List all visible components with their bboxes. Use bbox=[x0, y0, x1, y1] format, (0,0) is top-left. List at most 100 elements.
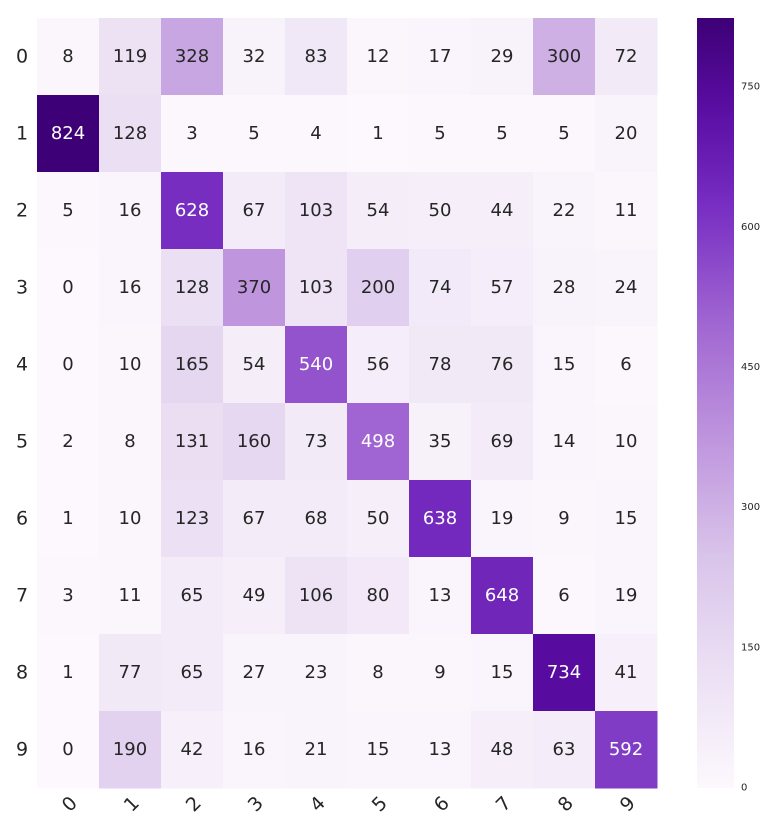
x-tick-label: 7 bbox=[492, 792, 516, 816]
cell-value-label: 0 bbox=[62, 354, 73, 375]
heatmap-cell bbox=[409, 326, 472, 404]
cell-value-label: 67 bbox=[243, 508, 266, 529]
cell-value-label: 131 bbox=[175, 431, 209, 452]
y-tick-label: 0 bbox=[16, 46, 28, 68]
heatmap-cell bbox=[533, 634, 596, 712]
heatmap-cell bbox=[533, 711, 596, 789]
cell-value-label: 16 bbox=[119, 200, 142, 221]
heatmap-cell bbox=[347, 711, 410, 789]
cell-value-label: 11 bbox=[615, 200, 638, 221]
heatmap-cell bbox=[533, 326, 596, 404]
cell-value-label: 498 bbox=[361, 431, 395, 452]
y-tick-labels: 0 1 2 3 4 5 6 7 8 9 bbox=[16, 46, 28, 761]
heatmap-cell bbox=[223, 634, 286, 712]
colorbar: 0 150 300 450 600 750 bbox=[697, 18, 760, 794]
cell-value-label: 200 bbox=[361, 277, 395, 298]
cell-value-label: 128 bbox=[113, 123, 147, 144]
cell-value-label: 3 bbox=[62, 585, 73, 606]
heatmap-cell bbox=[223, 172, 286, 250]
cell-value-label: 5 bbox=[434, 123, 445, 144]
cell-value-label: 80 bbox=[367, 585, 390, 606]
heatmap-cell bbox=[285, 18, 348, 96]
cell-value-label: 48 bbox=[491, 739, 514, 760]
cell-value-label: 123 bbox=[175, 508, 209, 529]
heatmap-cell bbox=[223, 249, 286, 327]
cell-value-label: 15 bbox=[615, 508, 638, 529]
heatmap-cell bbox=[533, 18, 596, 96]
heatmap-cell bbox=[533, 557, 596, 635]
heatmap-cell bbox=[409, 403, 472, 481]
cell-value-label: 68 bbox=[305, 508, 328, 529]
heatmap-cell bbox=[285, 403, 348, 481]
colorbar-tick-label: 150 bbox=[741, 642, 760, 653]
cell-value-label: 128 bbox=[175, 277, 209, 298]
heatmap-cell bbox=[409, 711, 472, 789]
y-tick-label: 5 bbox=[16, 431, 28, 453]
y-tick-label: 4 bbox=[16, 354, 28, 376]
cell-value-label: 16 bbox=[243, 739, 266, 760]
heatmap-cell bbox=[99, 18, 162, 96]
heatmap-cell bbox=[37, 557, 100, 635]
colorbar-gradient bbox=[697, 18, 734, 788]
cell-value-label: 49 bbox=[243, 585, 266, 606]
heatmap-cell bbox=[471, 557, 534, 635]
heatmap-cell bbox=[347, 326, 410, 404]
heatmap-cell bbox=[285, 95, 348, 173]
heatmap-cell bbox=[37, 18, 100, 96]
y-tick-label: 2 bbox=[16, 200, 28, 222]
cell-value-label: 73 bbox=[305, 431, 328, 452]
heatmap-cell bbox=[161, 18, 224, 96]
heatmap-cell bbox=[409, 95, 472, 173]
heatmap-cell bbox=[37, 403, 100, 481]
heatmap-cell bbox=[37, 326, 100, 404]
cell-value-label: 76 bbox=[491, 354, 514, 375]
heatmap-cell bbox=[99, 95, 162, 173]
cell-value-label: 190 bbox=[113, 739, 147, 760]
heatmap-cell bbox=[161, 95, 224, 173]
heatmap-cell bbox=[285, 711, 348, 789]
heatmap-cell bbox=[347, 403, 410, 481]
cell-value-label: 83 bbox=[305, 46, 328, 67]
heatmap-cell bbox=[533, 95, 596, 173]
heatmap-cell bbox=[37, 634, 100, 712]
cell-value-label: 734 bbox=[547, 662, 581, 683]
cell-value-label: 42 bbox=[181, 739, 204, 760]
cell-value-label: 0 bbox=[62, 277, 73, 298]
heatmap-cell bbox=[99, 172, 162, 250]
cell-value-label: 35 bbox=[429, 431, 452, 452]
cell-value-label: 160 bbox=[237, 431, 271, 452]
cell-value-label: 20 bbox=[615, 123, 638, 144]
cell-value-label: 78 bbox=[429, 354, 452, 375]
heatmap-cell bbox=[223, 95, 286, 173]
cell-value-label: 10 bbox=[615, 431, 638, 452]
x-tick-label: 0 bbox=[58, 792, 82, 816]
heatmap-cell bbox=[533, 480, 596, 558]
colorbar-tick-label: 450 bbox=[741, 362, 760, 373]
cell-value-label: 54 bbox=[367, 200, 390, 221]
heatmap-cell bbox=[409, 172, 472, 250]
cell-value-label: 9 bbox=[558, 508, 569, 529]
cell-value-label: 27 bbox=[243, 662, 266, 683]
heatmap-cell bbox=[99, 480, 162, 558]
cell-value-label: 5 bbox=[496, 123, 507, 144]
heatmap-cell bbox=[161, 711, 224, 789]
cell-value-label: 23 bbox=[305, 662, 328, 683]
heatmap-cell bbox=[37, 95, 100, 173]
heatmap-cell bbox=[471, 403, 534, 481]
cell-value-label: 17 bbox=[429, 46, 452, 67]
cell-value-label: 19 bbox=[615, 585, 638, 606]
heatmap-cell bbox=[37, 172, 100, 250]
heatmap-cell bbox=[347, 249, 410, 327]
cell-value-label: 24 bbox=[615, 277, 638, 298]
cell-value-label: 15 bbox=[491, 662, 514, 683]
heatmap-cell bbox=[161, 403, 224, 481]
heatmap-cell bbox=[99, 403, 162, 481]
heatmap-cell bbox=[99, 326, 162, 404]
heatmap-cell bbox=[409, 557, 472, 635]
x-tick-label: 4 bbox=[306, 792, 330, 816]
cell-value-label: 41 bbox=[615, 662, 638, 683]
cell-value-label: 54 bbox=[243, 354, 266, 375]
heatmap-cell bbox=[223, 326, 286, 404]
cell-value-label: 648 bbox=[485, 585, 519, 606]
